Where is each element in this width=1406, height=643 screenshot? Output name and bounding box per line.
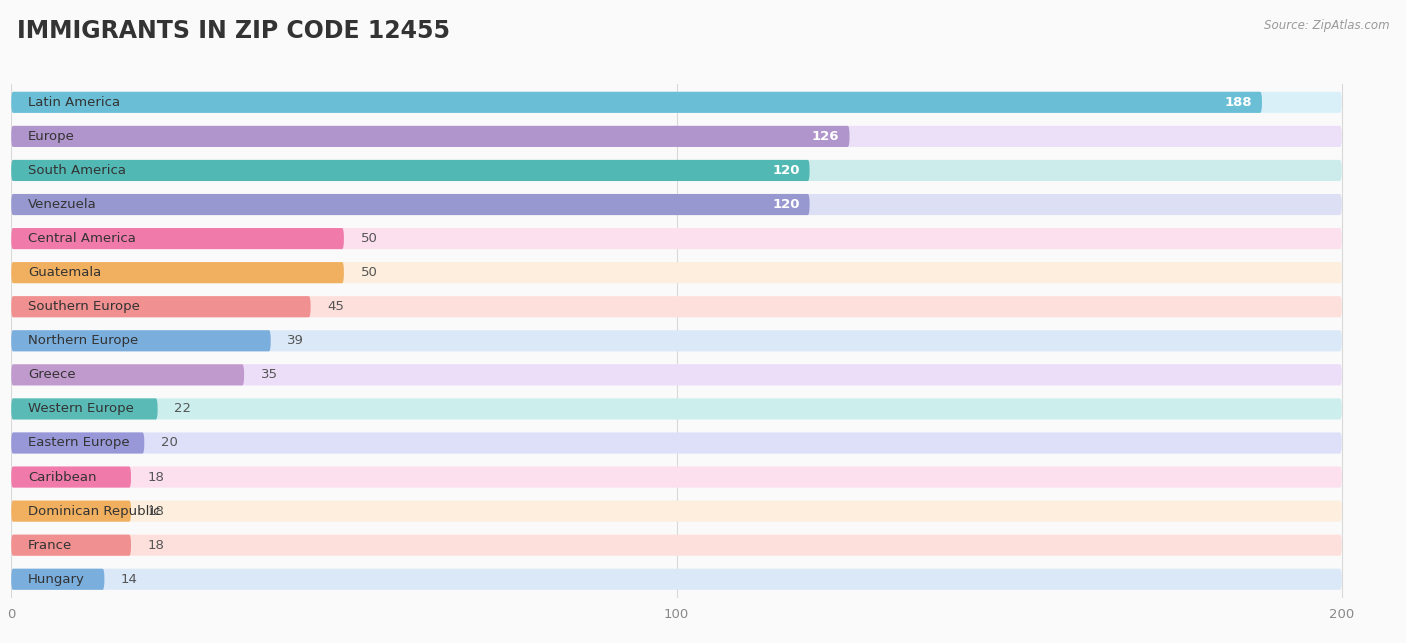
FancyBboxPatch shape xyxy=(11,433,1341,453)
Text: 35: 35 xyxy=(260,368,278,381)
Text: Greece: Greece xyxy=(28,368,76,381)
Text: IMMIGRANTS IN ZIP CODE 12455: IMMIGRANTS IN ZIP CODE 12455 xyxy=(17,19,450,43)
Text: Venezuela: Venezuela xyxy=(28,198,97,211)
FancyBboxPatch shape xyxy=(11,160,810,181)
Text: 120: 120 xyxy=(772,198,800,211)
FancyBboxPatch shape xyxy=(11,194,1341,215)
Text: 18: 18 xyxy=(148,505,165,518)
FancyBboxPatch shape xyxy=(11,534,131,556)
Text: Dominican Republic: Dominican Republic xyxy=(28,505,160,518)
Text: 20: 20 xyxy=(160,437,177,449)
Text: Southern Europe: Southern Europe xyxy=(28,300,139,313)
Text: 50: 50 xyxy=(360,266,377,279)
Text: Source: ZipAtlas.com: Source: ZipAtlas.com xyxy=(1264,19,1389,32)
Text: 39: 39 xyxy=(287,334,304,347)
FancyBboxPatch shape xyxy=(11,262,1341,283)
FancyBboxPatch shape xyxy=(11,126,849,147)
FancyBboxPatch shape xyxy=(11,296,311,317)
FancyBboxPatch shape xyxy=(11,262,344,283)
Text: Latin America: Latin America xyxy=(28,96,120,109)
Text: 45: 45 xyxy=(328,300,344,313)
FancyBboxPatch shape xyxy=(11,92,1263,113)
Text: 126: 126 xyxy=(813,130,839,143)
FancyBboxPatch shape xyxy=(11,534,1341,556)
FancyBboxPatch shape xyxy=(11,126,1341,147)
Text: 14: 14 xyxy=(121,573,138,586)
FancyBboxPatch shape xyxy=(11,160,1341,181)
FancyBboxPatch shape xyxy=(11,466,1341,487)
FancyBboxPatch shape xyxy=(11,568,104,590)
FancyBboxPatch shape xyxy=(11,92,1341,113)
Text: France: France xyxy=(28,539,72,552)
FancyBboxPatch shape xyxy=(11,500,131,521)
FancyBboxPatch shape xyxy=(11,228,1341,249)
Text: 120: 120 xyxy=(772,164,800,177)
Text: South America: South America xyxy=(28,164,127,177)
Text: Eastern Europe: Eastern Europe xyxy=(28,437,129,449)
FancyBboxPatch shape xyxy=(11,466,131,487)
FancyBboxPatch shape xyxy=(11,365,245,385)
FancyBboxPatch shape xyxy=(11,296,1341,317)
FancyBboxPatch shape xyxy=(11,365,1341,385)
Text: Central America: Central America xyxy=(28,232,136,245)
Text: 188: 188 xyxy=(1225,96,1251,109)
Text: 18: 18 xyxy=(148,539,165,552)
Text: Hungary: Hungary xyxy=(28,573,84,586)
Text: 50: 50 xyxy=(360,232,377,245)
FancyBboxPatch shape xyxy=(11,500,1341,521)
Text: Caribbean: Caribbean xyxy=(28,471,97,484)
FancyBboxPatch shape xyxy=(11,194,810,215)
Text: Guatemala: Guatemala xyxy=(28,266,101,279)
Text: Western Europe: Western Europe xyxy=(28,403,134,415)
FancyBboxPatch shape xyxy=(11,228,344,249)
FancyBboxPatch shape xyxy=(11,399,1341,419)
FancyBboxPatch shape xyxy=(11,331,1341,351)
FancyBboxPatch shape xyxy=(11,433,145,453)
FancyBboxPatch shape xyxy=(11,331,271,351)
Text: 18: 18 xyxy=(148,471,165,484)
FancyBboxPatch shape xyxy=(11,399,157,419)
Text: Northern Europe: Northern Europe xyxy=(28,334,138,347)
Text: Europe: Europe xyxy=(28,130,75,143)
FancyBboxPatch shape xyxy=(11,568,1341,590)
Text: 22: 22 xyxy=(174,403,191,415)
